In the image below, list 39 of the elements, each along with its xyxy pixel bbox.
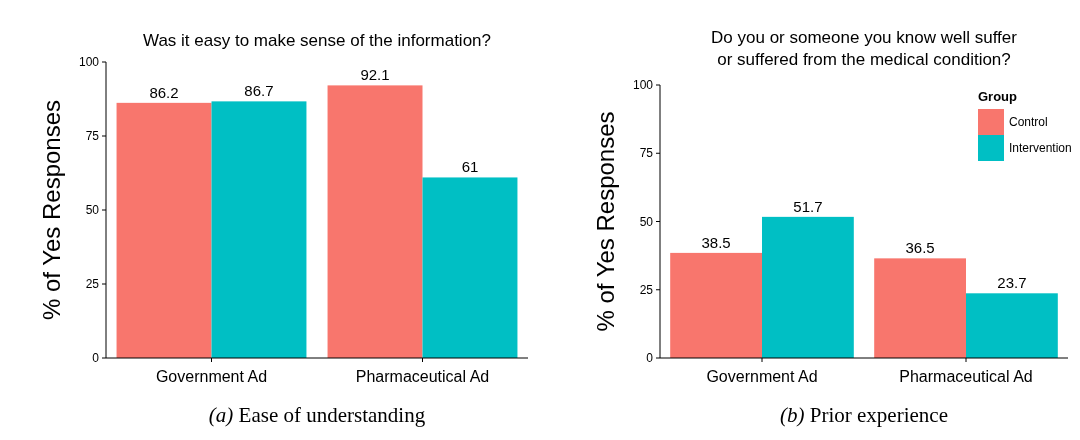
data-label: 86.2 [149,83,179,101]
y-tick-label: 50 [85,203,100,218]
y-tick-label: 0 [92,351,100,366]
x-tick-label: Pharmaceutical Ad [899,368,1033,385]
y-axis-title: % of Yes Responses [592,111,619,332]
legend-title: Group [978,89,1018,104]
y-tick-label: 25 [85,277,100,292]
y-tick-label: 25 [639,282,654,297]
bar [762,216,854,358]
text: (b) Prior experience [780,403,948,427]
data-label: 23.7 [997,274,1027,292]
data-label: 36.5 [905,239,935,257]
y-tick-label: 75 [85,129,100,144]
data-label: 86.7 [244,82,274,100]
legend-label: Control [1009,115,1048,130]
data-label: 61 [461,158,479,176]
bar [874,258,966,358]
y-tick-label: 100 [78,55,100,70]
data-label: 51.7 [793,197,823,215]
data-label: 92.1 [360,66,390,84]
y-tick-label: 50 [639,214,654,229]
legend-label: Intervention [1009,141,1072,156]
bar [422,177,518,358]
bar [966,293,1058,358]
bar [211,101,307,358]
x-tick-label: Pharmaceutical Ad [355,368,490,385]
x-tick-label: Government Ad [155,368,268,385]
bar [670,252,762,358]
chart-title: Do you or someone you know well suffer or suffered from the medical condition? [711,28,1018,69]
y-tick-label: 75 [639,146,654,161]
y-tick-label: 0 [646,351,654,366]
x-tick-label: Government Ad [706,368,818,385]
chart-title: Was it easy to make sense of the information? [142,31,492,50]
bar [116,102,212,358]
data-label: 38.5 [701,233,731,251]
text: (a) Ease of understanding [208,403,426,427]
y-axis-title: % of Yes Responses [38,99,65,321]
bar [327,85,423,358]
y-tick-label: 100 [632,78,654,93]
